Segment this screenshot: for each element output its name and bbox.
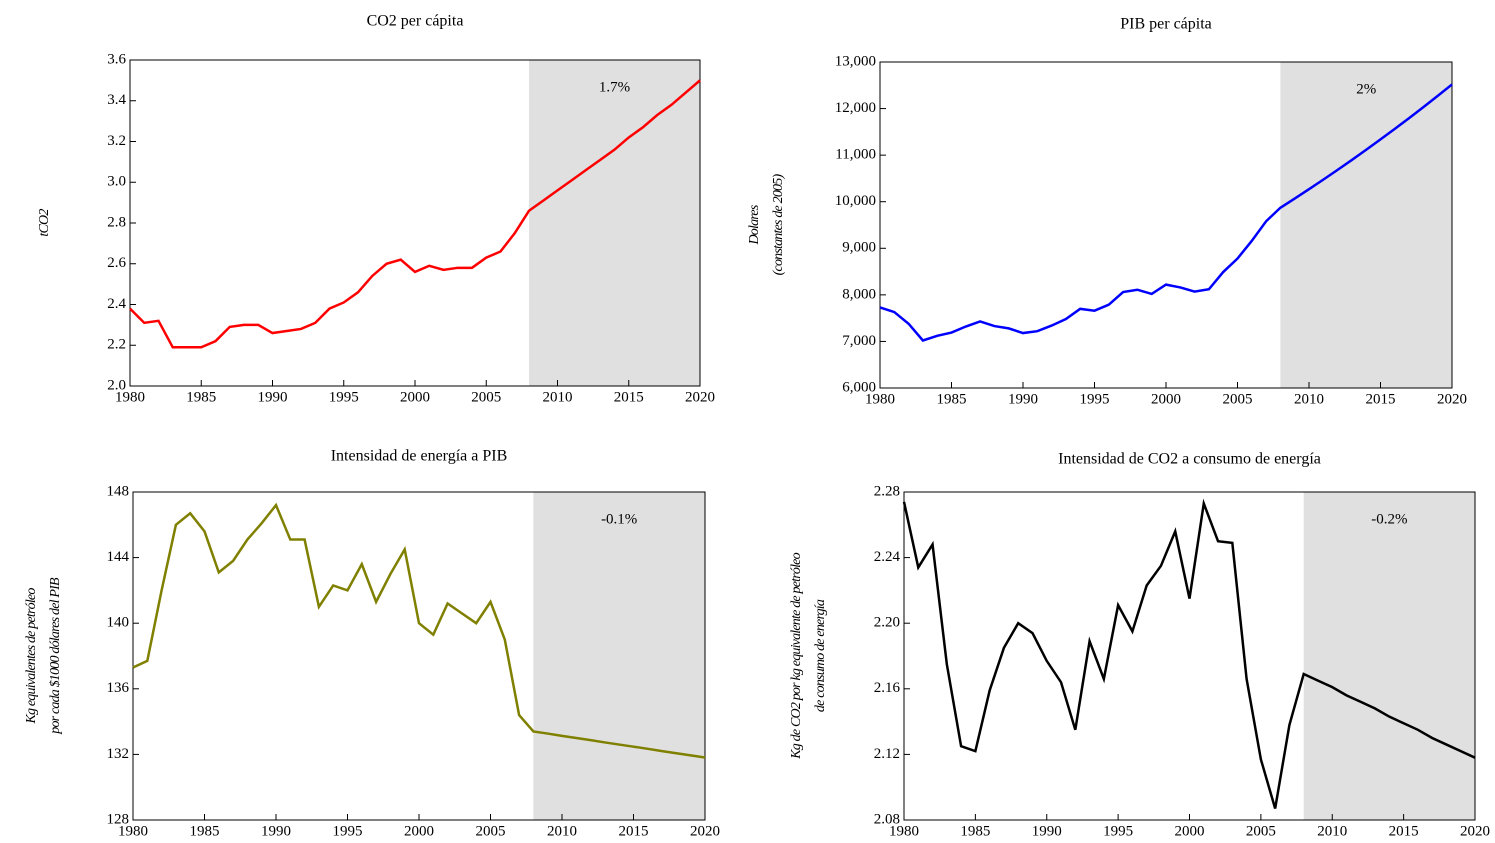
projection-shade [1280,62,1452,388]
y-tick-label: 8,000 [842,286,876,302]
x-tick-label: 1995 [1103,823,1133,839]
y-axis-label: por cada $1000 dólares del PIB [48,577,63,735]
y-tick-label: 11,000 [835,147,876,163]
y-axis-label: Kg equivalentes de petróleo [24,588,39,725]
x-tick-label: 1995 [333,823,363,839]
data-line [132,502,706,759]
x-tick-label: 2005 [471,389,501,405]
x-tick-label: 1990 [258,389,288,405]
y-axis-label: (constantes de 2005) [771,174,786,276]
y-tick-label: 132 [107,746,130,762]
x-tick-label: 1980 [865,391,895,407]
x-tick-label: 2010 [547,823,577,839]
x-tick-label: 2020 [685,389,715,405]
annotation: 2% [1356,81,1376,97]
y-tick-label: 2.4 [107,296,126,312]
y-tick-label: 2.6 [107,255,126,271]
x-tick-label: 1990 [1008,391,1038,407]
y-tick-label: 3.0 [107,174,126,190]
y-tick-label: 148 [107,483,130,499]
x-tick-label: 1985 [937,391,967,407]
x-tick-label: 2020 [690,823,720,839]
x-tick-label: 2020 [1460,823,1490,839]
x-tick-label: 1995 [329,389,359,405]
x-tick-label: 1980 [889,823,919,839]
y-tick-label: 12,000 [835,100,876,116]
x-tick-label: 1995 [1080,391,1110,407]
projection-shade [1303,492,1475,820]
y-tick-label: 10,000 [835,193,876,209]
chart-title: PIB per cápita [1120,16,1212,33]
x-tick-label: 2005 [1246,823,1276,839]
data-line [902,498,1476,809]
y-tick-label: 144 [107,549,130,565]
x-tick-label: 2010 [1294,391,1324,407]
x-tick-label: 1990 [1032,823,1062,839]
projection-shade [529,60,700,386]
y-tick-label: 136 [107,680,130,696]
data-line [129,79,701,349]
x-tick-label: 2015 [1366,391,1396,407]
x-tick-label: 1985 [186,389,216,405]
data-line [879,83,1453,342]
x-tick-label: 1980 [115,389,145,405]
y-tick-label: 2.12 [874,746,900,762]
x-tick-label: 2005 [1223,391,1253,407]
y-tick-label: 3.4 [107,92,126,108]
x-tick-label: 2020 [1437,391,1467,407]
chart-title: Intensidad de energía a PIB [331,448,508,465]
x-tick-label: 2000 [1175,823,1205,839]
chart-title: Intensidad de CO2 a consumo de energía [1058,451,1321,468]
x-tick-label: 2005 [476,823,506,839]
x-tick-label: 2010 [1317,823,1347,839]
y-tick-label: 9,000 [842,240,876,256]
y-tick-label: 2.20 [874,615,900,631]
y-tick-label: 140 [107,615,130,631]
chart-title: CO2 per cápita [367,13,464,30]
y-axis-label: tCO2 [37,209,52,237]
y-axis-label: Dolares [747,204,762,245]
y-tick-label: 6,000 [842,379,876,395]
annotation: -0.1% [601,511,637,527]
x-tick-label: 2000 [400,389,430,405]
x-tick-label: 2015 [619,823,649,839]
x-tick-label: 2015 [614,389,644,405]
y-tick-label: 2.8 [107,214,126,230]
x-tick-label: 2000 [1151,391,1181,407]
y-tick-label: 7,000 [842,333,876,349]
y-tick-label: 2.16 [874,680,901,696]
y-axis-label: de consumo de energía [813,599,828,712]
y-tick-label: 2.24 [874,549,901,565]
annotation: 1.7% [599,79,630,95]
y-tick-label: 13,000 [835,53,876,69]
x-tick-label: 1985 [190,823,220,839]
y-tick-label: 2.08 [874,811,900,827]
y-tick-label: 2.0 [107,377,126,393]
y-tick-label: 3.6 [107,51,126,67]
x-tick-label: 1980 [118,823,148,839]
x-tick-label: 1990 [261,823,291,839]
x-tick-label: 1985 [960,823,990,839]
x-tick-label: 2010 [543,389,573,405]
y-tick-label: 3.2 [107,133,126,149]
annotation: -0.2% [1371,511,1407,527]
y-tick-label: 2.28 [874,483,900,499]
y-tick-label: 128 [107,811,130,827]
y-tick-label: 2.2 [107,337,126,353]
y-axis-label: Kg de CO2 por kg equivalente de petróleo [789,552,804,759]
x-tick-label: 2015 [1389,823,1419,839]
x-tick-label: 2000 [404,823,434,839]
projection-shade [533,492,705,820]
